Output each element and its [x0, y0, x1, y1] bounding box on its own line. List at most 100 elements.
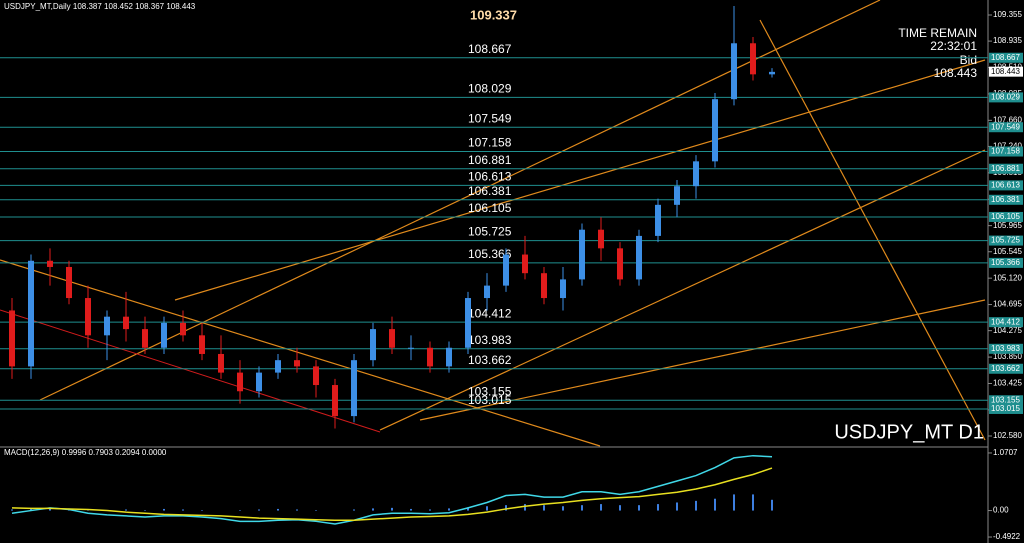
candle-body	[161, 322, 167, 348]
candle-body	[66, 266, 72, 299]
y-tick-label: 0.00	[993, 506, 1009, 515]
top-label: 109.337	[470, 8, 517, 23]
y-tick-label: 107.660	[993, 115, 1022, 124]
level-label: 105.366	[468, 247, 512, 261]
macd-bar	[543, 505, 545, 511]
macd-bar	[676, 502, 678, 511]
macd-title: MACD(12,26,9) 0.9996 0.7903 0.2094 0.000…	[4, 448, 167, 457]
candle-body	[503, 254, 509, 286]
candle-body	[294, 360, 300, 367]
candle-body	[560, 279, 566, 299]
level-tag: 107.549	[991, 122, 1020, 131]
macd-bar	[258, 509, 260, 511]
timer-label: TIME REMAIN	[898, 26, 977, 40]
macd-line	[11, 467, 773, 521]
level-tag: 108.029	[991, 93, 1020, 102]
candle-body	[522, 254, 528, 274]
level-label: 108.667	[468, 42, 512, 56]
candle-body	[370, 329, 376, 361]
y-tick-label: 108.935	[993, 36, 1022, 45]
macd-bar	[467, 507, 469, 511]
y-tick-label: 103.850	[993, 352, 1022, 361]
macd-bar	[429, 509, 431, 511]
y-tick-label: 103.425	[993, 379, 1022, 388]
level-tag: 103.662	[991, 364, 1020, 373]
candle-body	[636, 235, 642, 280]
level-tag: 104.412	[991, 317, 1020, 326]
candle-body	[693, 161, 699, 187]
macd-bar	[296, 509, 298, 511]
macd-bar	[239, 510, 241, 511]
level-label: 105.725	[468, 225, 512, 239]
candle-body	[180, 322, 186, 336]
candle-body	[484, 285, 490, 299]
candle-body	[617, 248, 623, 280]
macd-bar	[11, 509, 13, 511]
level-label: 106.881	[468, 153, 512, 167]
level-tag: 108.667	[991, 53, 1020, 62]
macd-bar	[372, 508, 374, 511]
level-label: 108.029	[468, 82, 512, 96]
level-label: 103.983	[468, 333, 512, 347]
timer-value: 22:32:01	[930, 39, 977, 53]
macd-bar	[182, 509, 184, 511]
level-label: 107.158	[468, 136, 512, 150]
level-label: 103.015	[468, 393, 512, 407]
macd-bar	[752, 494, 754, 511]
macd-bar	[619, 505, 621, 511]
candle-body	[408, 347, 414, 349]
price-tag-bg	[989, 66, 1023, 77]
level-label: 107.549	[468, 111, 512, 125]
candle-body	[85, 298, 91, 336]
y-tick-label: 1.0707	[993, 448, 1018, 457]
level-label: 106.105	[468, 201, 512, 215]
level-tag-bg	[989, 194, 1023, 205]
level-label: 103.155	[468, 384, 512, 398]
level-label: 106.381	[468, 184, 512, 198]
candle-body	[541, 273, 547, 299]
candle-body	[47, 260, 53, 267]
level-tag-bg	[989, 52, 1023, 63]
trend-line-red	[0, 309, 381, 433]
candle-body	[351, 360, 357, 417]
candle-body	[598, 229, 604, 249]
level-tag: 106.381	[991, 195, 1020, 204]
candle-body	[199, 335, 205, 354]
macd-bar	[486, 506, 488, 511]
macd-bar	[144, 510, 146, 511]
y-tick-label: 102.580	[993, 431, 1022, 440]
y-tick-label: 105.545	[993, 247, 1022, 256]
macd-bar	[163, 508, 165, 511]
y-tick-label: 109.355	[993, 10, 1022, 19]
macd-bar	[201, 510, 203, 511]
level-tag-bg	[989, 317, 1023, 328]
candle-body	[427, 347, 433, 367]
candle-body	[465, 298, 471, 348]
level-label: 106.613	[468, 170, 512, 184]
macd-bar	[600, 504, 602, 511]
level-tag-bg	[989, 211, 1023, 222]
candle-body	[123, 316, 129, 330]
macd-bar	[733, 494, 735, 511]
macd-bar	[49, 507, 51, 511]
price-tag: 108.443	[991, 67, 1020, 76]
candle-body	[674, 186, 680, 205]
candle-body	[579, 229, 585, 280]
candle-body	[750, 43, 756, 75]
bid-label: Bid	[960, 53, 977, 67]
level-tag: 105.366	[991, 258, 1020, 267]
level-tag-bg	[989, 180, 1023, 191]
level-tag-bg	[989, 363, 1023, 374]
level-tag-bg	[989, 92, 1023, 103]
level-tag-bg	[989, 343, 1023, 354]
macd-bar	[353, 509, 355, 511]
macd-bar	[505, 505, 507, 511]
watermark: USDJPY_MT D1	[834, 421, 984, 443]
candle-body	[256, 372, 262, 392]
candle-body	[769, 71, 775, 75]
candle-body	[218, 353, 224, 373]
level-tag-bg	[989, 403, 1023, 414]
